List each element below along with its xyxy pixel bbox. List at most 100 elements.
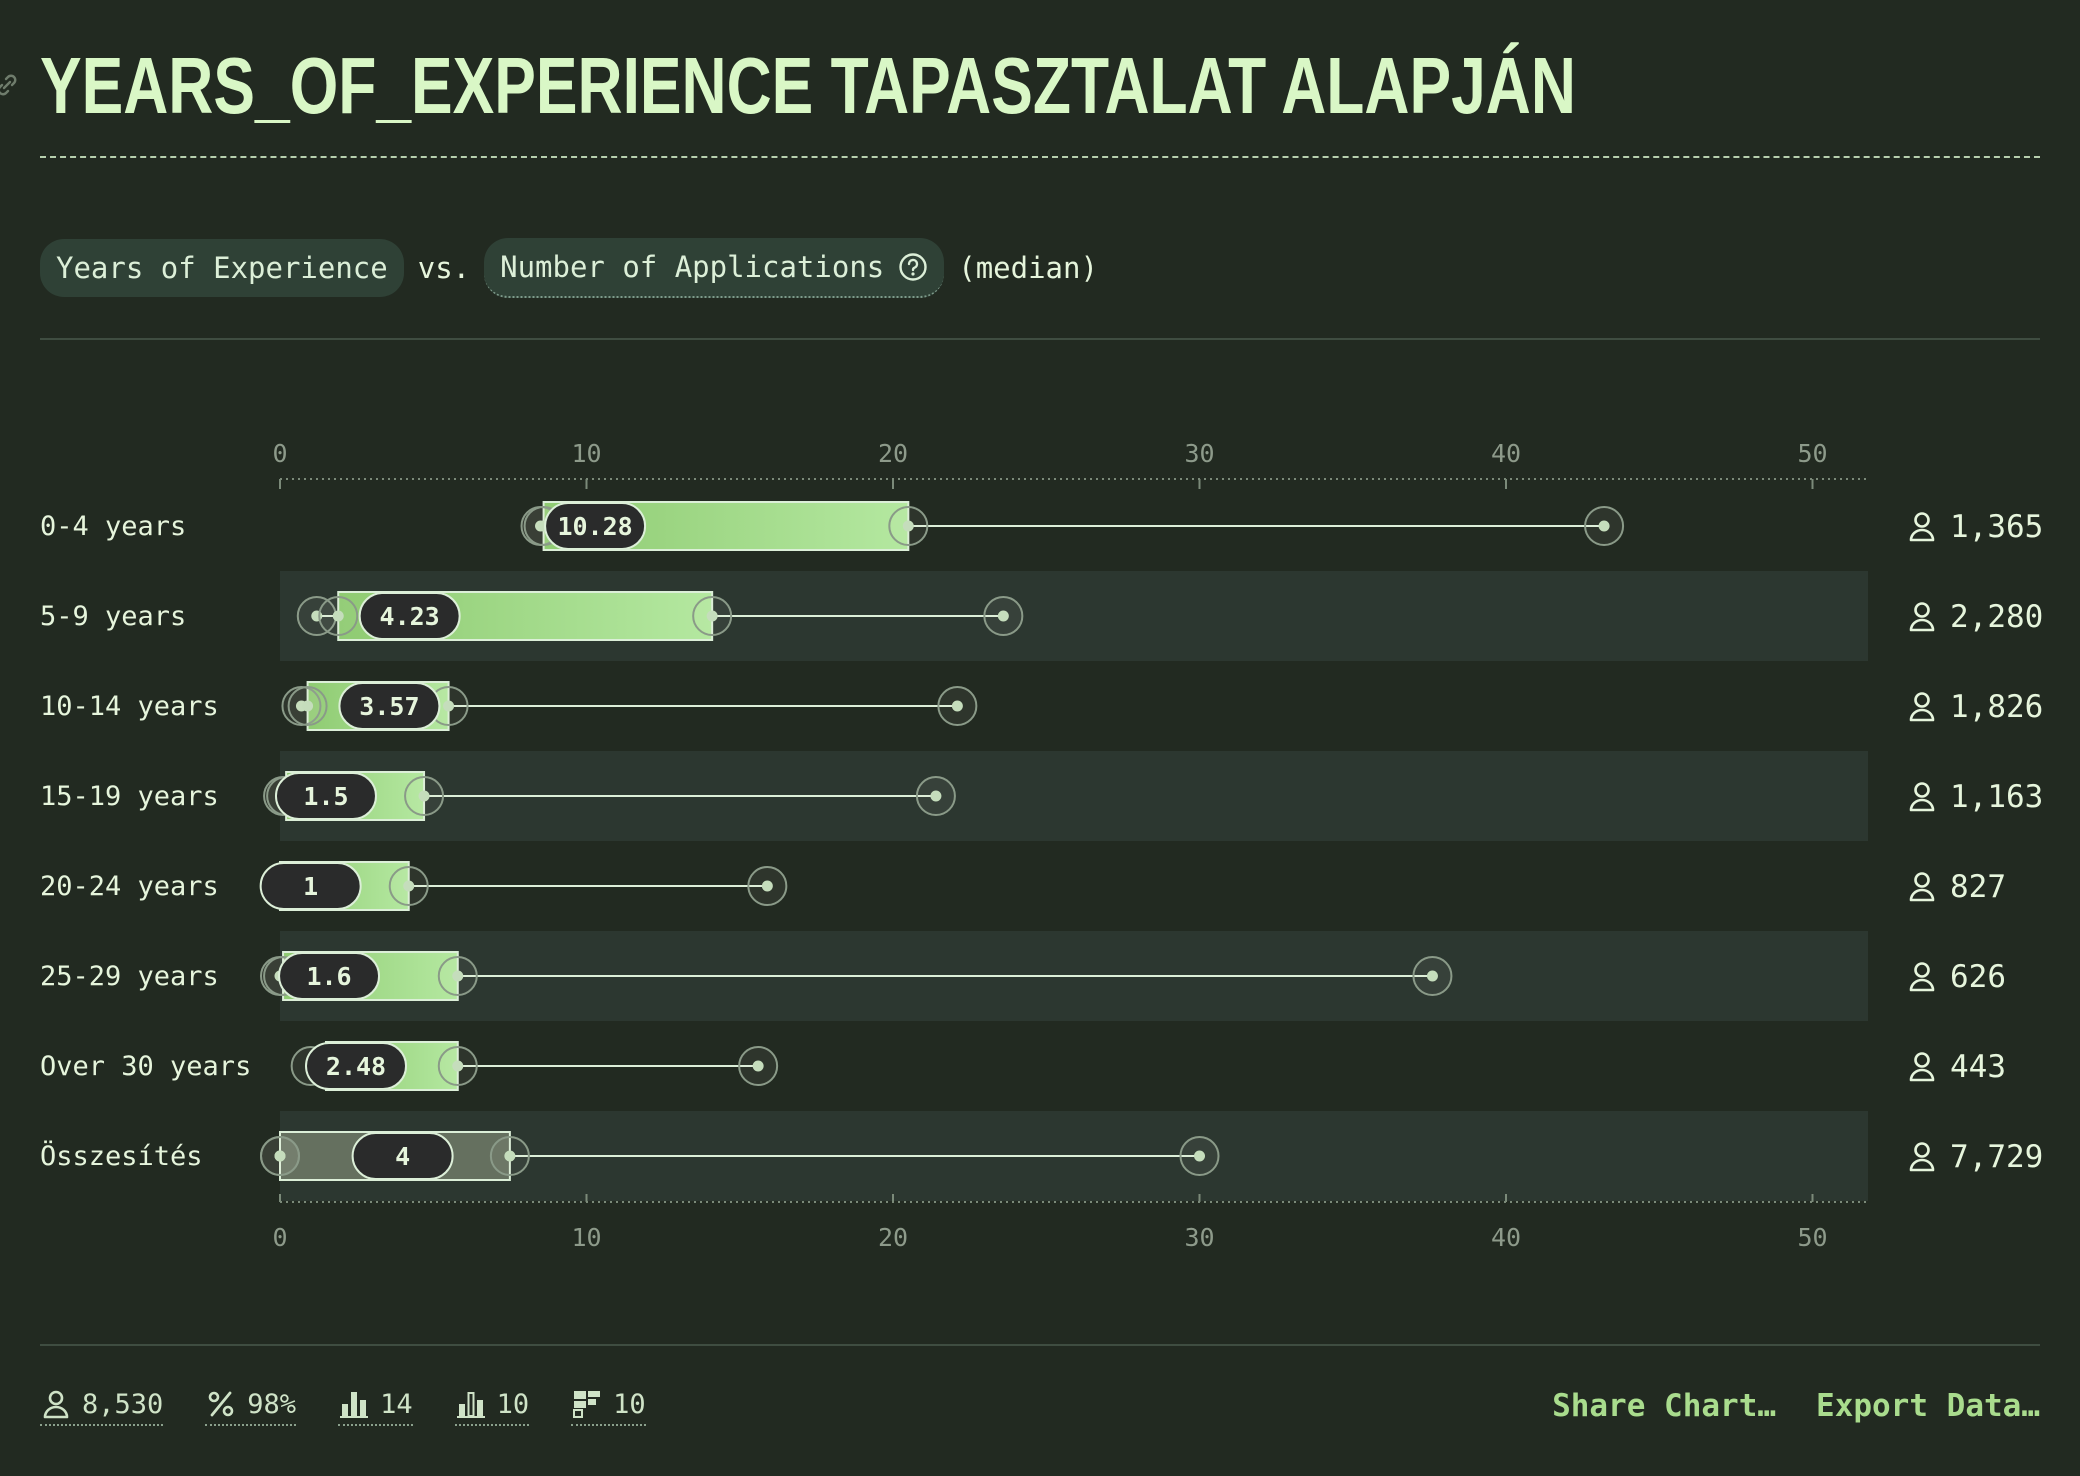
stat-bars[interactable]: 14 <box>338 1388 413 1426</box>
x-tick-label: 50 <box>1797 1223 1827 1252</box>
box-row[interactable]: 0-4 years 10.28 1,365 <box>40 501 2043 551</box>
max-point <box>930 790 942 802</box>
x-tick-label: 10 <box>571 439 601 468</box>
stat-grid[interactable]: 10 <box>571 1388 646 1426</box>
median-pill[interactable] <box>358 592 461 640</box>
x-tick-label: 10 <box>571 1223 601 1252</box>
row-label: Összesítés <box>40 1140 203 1172</box>
stat-outline-bars[interactable]: 10 <box>454 1388 530 1426</box>
export-data-button[interactable]: Export Data… <box>1816 1388 2040 1424</box>
q1-point <box>302 700 314 712</box>
question-icon[interactable] <box>898 252 928 282</box>
median-pill[interactable] <box>278 952 381 1000</box>
max-point <box>1194 1150 1205 1162</box>
median-label: 1.5 <box>303 782 348 811</box>
median-label: 4 <box>395 1142 410 1171</box>
box-row[interactable]: Over 30 years 2.48 443 <box>40 1041 2006 1091</box>
person-icon <box>1909 512 1935 542</box>
box-row[interactable]: 5-9 years 4.23 2,280 <box>40 591 2043 641</box>
median-label: 1 <box>303 872 318 901</box>
x-tick-label: 40 <box>1491 1223 1521 1252</box>
dimension-pill[interactable]: Years of Experience <box>40 239 404 297</box>
percent-icon <box>208 1391 234 1417</box>
q1-point <box>332 610 344 622</box>
box-row[interactable]: 25-29 years 1.6 626 <box>40 951 2006 1001</box>
q3-point <box>452 1060 464 1072</box>
person-icon <box>1909 962 1935 992</box>
median-pill[interactable] <box>259 862 362 910</box>
subtitle-divider <box>40 338 2040 340</box>
median-pill[interactable] <box>351 1132 454 1180</box>
x-tick-label: 30 <box>1184 439 1214 468</box>
aggregate-label: (median) <box>958 251 1098 285</box>
max-point <box>752 1060 764 1072</box>
row-count: 1,826 <box>1950 689 2043 725</box>
person-icon <box>1909 872 1935 902</box>
row-label: 0-4 years <box>40 511 186 542</box>
stat-value: 10 <box>613 1388 646 1420</box>
stat-value: 14 <box>380 1388 413 1420</box>
footer-divider <box>40 1344 2040 1346</box>
vs-label: vs. <box>417 251 471 285</box>
person-icon <box>1909 1052 1935 1082</box>
stat-value: 8,530 <box>82 1388 164 1420</box>
median-label: 10.28 <box>557 512 632 541</box>
median-pill[interactable] <box>338 682 441 730</box>
bar-chart-icon <box>340 1392 369 1418</box>
stat-value: 98% <box>247 1388 297 1420</box>
outline-bar-chart-icon <box>456 1392 485 1418</box>
link-icon[interactable] <box>0 72 20 98</box>
metric-pill[interactable]: Number of Applications <box>484 238 945 298</box>
share-chart-button[interactable]: Share Chart… <box>1552 1388 1777 1424</box>
row-count: 1,365 <box>1950 509 2043 545</box>
x-tick-label: 30 <box>1184 1223 1214 1252</box>
q3-point <box>418 790 430 802</box>
person-icon <box>1909 692 1935 722</box>
stat-value: 10 <box>496 1388 530 1420</box>
median-pill[interactable] <box>544 502 647 550</box>
q3-point <box>902 520 914 532</box>
row-count: 443 <box>1950 1049 2006 1085</box>
box-row[interactable]: 10-14 years 3.57 1,826 <box>40 681 2043 731</box>
q3-point <box>452 970 464 982</box>
row-count: 827 <box>1950 869 2006 905</box>
footer-stats: 8,530 98% 14 10 <box>40 1388 646 1426</box>
median-label: 4.23 <box>380 602 440 631</box>
median-label: 1.6 <box>306 962 351 991</box>
stat-percent[interactable]: 98% <box>205 1388 297 1426</box>
chart-subtitle: Years of Experience vs. Number of Applic… <box>40 238 1098 298</box>
box-plot-chart: 0 10 20 30 40 50 0 10 20 30 40 50 0-4 years 10.28 1,3… <box>40 439 2043 1252</box>
row-label: 15-19 years <box>40 781 219 812</box>
title-divider <box>40 156 2040 158</box>
max-point <box>761 880 773 892</box>
row-count: 626 <box>1950 959 2006 995</box>
row-label: 25-29 years <box>40 961 219 992</box>
row-count: 7,729 <box>1950 1139 2043 1175</box>
q3-point <box>403 880 415 892</box>
box-row[interactable]: 20-24 years 1 827 <box>40 861 2006 911</box>
person-icon <box>1909 602 1935 632</box>
max-point <box>951 700 963 712</box>
footer-actions: Share Chart… Export Data… <box>1552 1388 2040 1424</box>
q3-point <box>504 1150 516 1162</box>
median-pill[interactable] <box>305 1042 408 1090</box>
row-label: Over 30 years <box>40 1051 251 1082</box>
stat-respondents[interactable]: 8,530 <box>40 1388 164 1426</box>
box-row[interactable]: 15-19 years 1.5 1,163 <box>40 771 2043 821</box>
max-point <box>1598 520 1610 532</box>
row-label: 10-14 years <box>40 691 219 722</box>
box-row[interactable]: Összesítés 4 7,729 <box>40 1131 2043 1181</box>
x-tick-label: 20 <box>878 439 908 468</box>
row-label: 5-9 years <box>40 601 186 632</box>
median-pill[interactable] <box>274 772 377 820</box>
x-tick-label: 20 <box>878 1223 908 1252</box>
x-tick-label: 50 <box>1797 439 1827 468</box>
metric-label: Number of Applications <box>500 250 885 284</box>
row-count: 2,280 <box>1950 599 2043 635</box>
max-point <box>997 610 1009 622</box>
q1-point <box>274 1150 286 1162</box>
q3-point <box>706 610 718 622</box>
page-title: YEARS_OF_EXPERIENCE TAPASZTALAT ALAPJÁN <box>40 41 1576 130</box>
row-count: 1,163 <box>1950 779 2043 815</box>
median-label: 3.57 <box>359 692 419 721</box>
